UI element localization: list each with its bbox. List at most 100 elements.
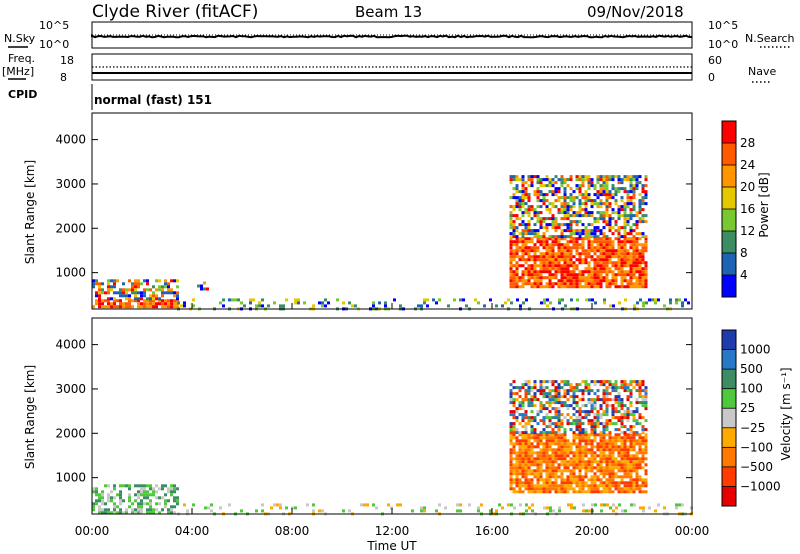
velocity-cell <box>623 451 627 455</box>
power-cell <box>557 208 561 212</box>
power-cell <box>614 252 618 256</box>
power-cell <box>611 240 615 244</box>
power-cell <box>593 279 597 283</box>
power-cell <box>536 232 540 236</box>
velocity-cell <box>626 436 630 440</box>
velocity-cell <box>548 401 552 405</box>
velocity-cell <box>554 451 558 455</box>
velocity-cell <box>570 506 573 510</box>
power-cell <box>512 187 516 191</box>
velocity-cell <box>557 401 561 405</box>
velocity-cell <box>92 505 95 509</box>
velocity-cell <box>605 487 609 491</box>
velocity-cell <box>617 487 621 491</box>
velocity-cell <box>563 442 567 446</box>
velocity-cell <box>518 439 522 443</box>
velocity-cell <box>632 484 636 488</box>
velocity-cell <box>560 484 564 488</box>
power-cell <box>459 298 462 302</box>
velocity-cell <box>563 383 567 387</box>
velocity-cell <box>509 398 513 402</box>
power-cell <box>542 237 546 241</box>
power-cell <box>558 301 561 305</box>
power-cell <box>632 285 636 289</box>
power-cell <box>158 285 161 289</box>
velocity-cell <box>620 466 624 470</box>
power-cell <box>128 279 131 283</box>
power-cell <box>545 252 549 256</box>
power-cell <box>581 193 585 197</box>
velocity-cell <box>593 392 597 396</box>
velocity-cell <box>551 442 555 446</box>
power-cell <box>267 304 270 308</box>
velocity-cell <box>602 451 606 455</box>
power-cell <box>654 301 657 305</box>
velocity-cell <box>605 478 609 482</box>
velocity-cell <box>137 493 140 497</box>
power-cell <box>581 175 585 179</box>
power-cell <box>578 229 582 233</box>
power-cell <box>509 264 513 268</box>
velocity-cell <box>146 484 149 488</box>
power-cell <box>560 211 564 215</box>
velocity-cell <box>641 428 645 432</box>
velocity-cell <box>644 478 648 482</box>
velocity-cell <box>596 487 600 491</box>
power-cell <box>507 298 510 302</box>
velocity-cell <box>543 506 546 510</box>
velocity-cell <box>509 484 513 488</box>
velocity-cell <box>548 478 552 482</box>
power-cell <box>116 279 119 283</box>
x-tick-label: 12:00 <box>375 524 410 538</box>
power-cell <box>515 243 519 247</box>
velocity-cell <box>128 484 131 488</box>
power-cell <box>515 285 519 289</box>
power-cell <box>465 304 468 308</box>
power-cell <box>554 220 558 224</box>
power-cell <box>524 273 528 277</box>
power-cell <box>629 196 633 200</box>
power-cell <box>608 214 612 218</box>
power-cell <box>605 184 609 188</box>
power-cell <box>170 305 173 309</box>
velocity-cell <box>644 469 648 473</box>
power-cell <box>161 302 164 306</box>
power-cell <box>605 223 609 227</box>
velocity-cell <box>512 413 516 417</box>
power-cell <box>608 240 612 244</box>
power-cell <box>521 270 525 274</box>
velocity-cell <box>638 392 642 396</box>
power-cell <box>560 249 564 253</box>
power-cell <box>530 205 534 209</box>
velocity-cell <box>128 505 131 509</box>
velocity-cell <box>548 419 552 423</box>
power-cell <box>548 276 552 280</box>
velocity-cell <box>122 499 125 503</box>
power-cell <box>545 267 549 271</box>
power-cell <box>605 205 609 209</box>
velocity-cell <box>593 383 597 387</box>
power-cell <box>581 240 585 244</box>
power-cell <box>521 285 525 289</box>
velocity-cell <box>566 422 570 426</box>
power-cell <box>545 199 549 203</box>
velocity-cell <box>509 428 513 432</box>
velocity-cell <box>620 463 624 467</box>
power-cell <box>641 243 645 247</box>
velocity-cell <box>599 433 603 437</box>
velocity-cell <box>566 383 570 387</box>
power-cell <box>509 175 513 179</box>
velocity-cell <box>629 445 633 449</box>
power-cell <box>623 252 627 256</box>
velocity-cell <box>606 503 609 507</box>
velocity-cell <box>554 442 558 446</box>
power-cell <box>551 202 555 206</box>
power-cell <box>569 237 573 241</box>
power-cell <box>605 282 609 286</box>
velocity-cell <box>563 395 567 399</box>
velocity-cell <box>509 436 513 440</box>
power-cell <box>509 217 513 221</box>
power-cell <box>542 220 546 224</box>
power-cell <box>509 276 513 280</box>
power-cell <box>149 288 152 292</box>
